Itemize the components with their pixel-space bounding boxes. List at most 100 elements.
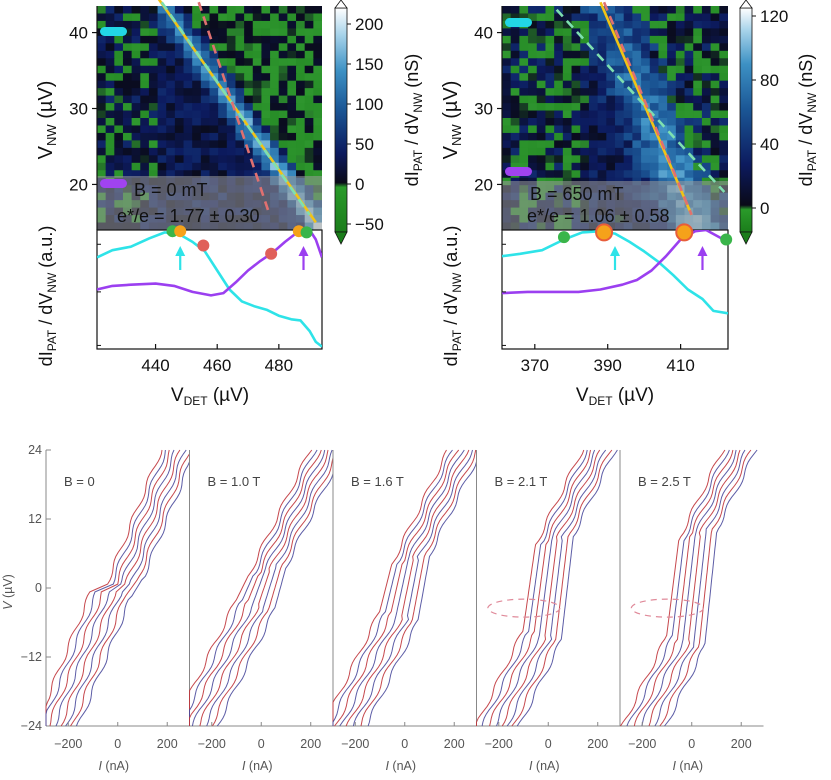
- heatmap-cell: [545, 132, 555, 141]
- heatmap-cell: [658, 125, 668, 134]
- heatmap-cell: [105, 147, 115, 156]
- charge-label-right: e*/e = 1.06 ± 0.58: [527, 206, 670, 226]
- heatmap-cell: [105, 132, 115, 141]
- heatmap-cell: [580, 103, 590, 112]
- heatmap-cell: [261, 65, 271, 74]
- heatmap-cell: [623, 110, 633, 119]
- colorbar-tick-label: 120: [760, 7, 788, 26]
- heatmap-cell: [658, 132, 668, 141]
- heatmap-cell: [166, 43, 176, 52]
- heatmap-cell: [632, 65, 642, 74]
- heatmap-cell: [693, 35, 703, 44]
- heatmap-cell: [510, 43, 520, 52]
- y-tick-label: 30: [69, 100, 88, 119]
- heatmap-cell: [519, 6, 529, 15]
- x-tick-label: 480: [265, 356, 293, 375]
- heatmap-cell: [554, 6, 564, 15]
- y-tick-label: 0: [35, 581, 42, 595]
- heatmap-cell: [157, 73, 167, 82]
- heatmap-cell: [588, 118, 599, 127]
- heatmap-cell: [588, 110, 599, 119]
- heatmap-cell: [588, 88, 599, 97]
- heatmap-cell: [719, 43, 728, 52]
- heatmap-cell: [597, 132, 607, 141]
- heatmap-cell: [606, 58, 616, 67]
- heatmap-cell: [261, 13, 271, 22]
- heatmap-cell: [192, 140, 202, 149]
- heatmap-cell: [649, 35, 660, 44]
- heatmap-cell: [519, 162, 529, 171]
- heatmap-cell: [296, 170, 306, 179]
- heatmap-cell: [140, 132, 150, 141]
- heatmap-cell: [140, 65, 150, 74]
- heatmap-cell: [166, 103, 176, 112]
- heatmap-cell: [519, 125, 529, 134]
- x-tick-label: 0: [688, 737, 695, 751]
- heatmap-cell: [658, 162, 668, 171]
- heatmap-cell: [270, 88, 280, 97]
- heatmap-cell: [192, 35, 202, 44]
- heatmap-cell: [287, 88, 297, 97]
- heatmap-cell: [536, 35, 547, 44]
- heatmap-cell: [105, 162, 115, 171]
- heatmap-cell: [166, 28, 176, 37]
- heatmap-cell: [641, 20, 651, 29]
- heatmap-cell: [675, 28, 686, 37]
- heatmap-cell: [105, 58, 115, 67]
- heatmap-cell: [304, 13, 314, 22]
- iv-panel: B = 1.0 T −200 0 200 I (nA): [189, 449, 334, 773]
- heatmap-cell: [261, 28, 271, 37]
- heatmap-cell: [510, 132, 520, 141]
- heatmap-cell: [296, 110, 306, 119]
- heatmap-cell: [562, 132, 573, 141]
- heatmap-cell: [183, 20, 193, 29]
- heatmap-cell: [192, 155, 202, 164]
- heatmap-cell: [571, 132, 581, 141]
- heatmap-cell: [131, 132, 141, 141]
- heatmap-cell: [554, 88, 564, 97]
- iv-curve: [489, 449, 591, 727]
- heatmap-cell: [701, 20, 712, 29]
- heatmap-cell: [658, 95, 668, 104]
- heatmap-cell: [131, 125, 141, 134]
- heatmap-cell: [684, 140, 694, 149]
- heatmap-cell: [571, 125, 581, 134]
- heatmap-cell: [140, 110, 150, 119]
- heatmap-cell: [658, 118, 668, 127]
- heatmap-cell: [304, 58, 314, 67]
- heatmap-cell: [200, 125, 211, 134]
- heatmap-cell: [623, 132, 633, 141]
- heatmap-cell: [502, 88, 512, 97]
- heatmap-cell: [528, 103, 538, 112]
- heatmap-cell: [667, 35, 677, 44]
- heatmap-cell: [166, 50, 176, 59]
- heatmap-cell: [157, 95, 167, 104]
- x-tick-label: −200: [628, 737, 656, 751]
- heatmap-cell: [632, 155, 642, 164]
- heatmap-cell: [296, 95, 306, 104]
- heatmap-cell: [209, 95, 219, 104]
- heatmap-cell: [580, 162, 590, 171]
- heatmap-cell: [641, 6, 651, 15]
- heatmap-cell: [710, 73, 720, 82]
- heatmap-cell: [200, 140, 211, 149]
- heatmap-cell: [667, 155, 677, 164]
- heatmap-cell: [114, 95, 124, 104]
- heatmap-cell: [649, 95, 660, 104]
- heatmap-cell: [554, 28, 564, 37]
- heatmap-cell: [192, 88, 202, 97]
- heatmap-cell: [667, 50, 677, 59]
- heatmap-cell: [502, 35, 512, 44]
- heatmap-cell: [244, 170, 254, 179]
- heatmap-cell: [606, 147, 616, 156]
- heatmap-cell: [304, 6, 314, 15]
- heatmap-cell: [719, 118, 728, 127]
- iv-curve: [189, 449, 322, 726]
- heatmap-cell: [528, 65, 538, 74]
- heatmap-cell: [710, 132, 720, 141]
- panel-title: B = 0: [64, 474, 95, 489]
- heatmap-cell: [510, 50, 520, 59]
- heatmap-cell: [562, 43, 573, 52]
- heatmap-cell: [510, 35, 520, 44]
- heatmap-cell: [554, 170, 564, 179]
